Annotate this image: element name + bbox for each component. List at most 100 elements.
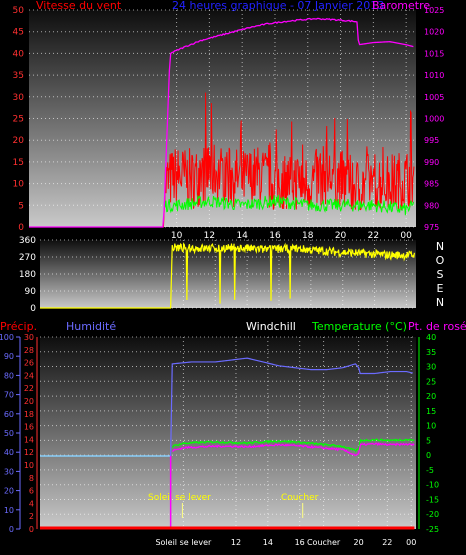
p1-right-tick: 995 bbox=[424, 136, 439, 145]
temp-tick: -25 bbox=[426, 525, 439, 534]
p3-x-tick: 14 bbox=[263, 538, 273, 547]
p1-x-tick: 14 bbox=[236, 231, 248, 241]
p1-right-tick: 990 bbox=[424, 158, 439, 167]
humidity-tick: 60 bbox=[4, 410, 14, 419]
p1-left-tick: 5 bbox=[18, 201, 24, 211]
temp-tick: 40 bbox=[426, 333, 436, 342]
p3-x-tick: 20 bbox=[354, 538, 364, 547]
temp-tick: 0 bbox=[426, 451, 431, 460]
precip-tick: 14 bbox=[24, 435, 34, 444]
p3-x-tick: 00 bbox=[406, 538, 416, 547]
temp-tick: -15 bbox=[426, 495, 439, 504]
temp-tick: -5 bbox=[426, 466, 434, 475]
barometer-line bbox=[29, 17, 414, 228]
p1-right-tick: 1020 bbox=[424, 28, 444, 37]
temp-tick: 5 bbox=[426, 436, 431, 445]
humidity-tick: 90 bbox=[4, 352, 14, 361]
precip-label: Précip. bbox=[0, 320, 37, 333]
p3-x-tick: 16 bbox=[295, 538, 305, 547]
p1-x-tick: 10 bbox=[171, 231, 183, 241]
precip-tick: 12 bbox=[24, 448, 34, 457]
precip-tick: 18 bbox=[24, 410, 34, 419]
p1-left-tick: 45 bbox=[13, 28, 24, 38]
compass-letter: S bbox=[437, 268, 444, 281]
dewpoint-label: Pt. de rosée bbox=[408, 320, 466, 333]
p3-x-tick: 22 bbox=[382, 538, 392, 547]
precip-tick: 4 bbox=[29, 499, 34, 508]
precip-tick: 10 bbox=[24, 461, 34, 470]
humidity-tick: 50 bbox=[4, 429, 14, 438]
humidity-tick: 80 bbox=[4, 371, 14, 380]
humidity-tick: 30 bbox=[4, 467, 14, 476]
barometer-label: Barometre bbox=[372, 0, 430, 12]
p1-left-tick: 0 bbox=[18, 223, 24, 233]
p1-right-tick: 1010 bbox=[424, 71, 444, 80]
p1-right-tick: 1005 bbox=[424, 93, 444, 102]
temp-tick: -20 bbox=[426, 510, 439, 519]
precip-tick: 2 bbox=[29, 512, 34, 521]
p1-right-tick: 1000 bbox=[424, 115, 444, 124]
p1-x-tick: 00 bbox=[400, 231, 412, 241]
wind-min-line bbox=[163, 194, 415, 216]
p1-x-tick: 12 bbox=[204, 231, 215, 241]
compass-letter: O bbox=[436, 254, 445, 267]
compass-letter: N bbox=[436, 240, 444, 253]
dewpoint-line bbox=[172, 442, 415, 457]
p1-right-tick: 1025 bbox=[424, 6, 444, 15]
windchill-label: Windchill bbox=[246, 320, 296, 333]
precip-tick: 6 bbox=[29, 487, 34, 496]
p1-right-tick: 1015 bbox=[424, 49, 444, 58]
temp-tick: 10 bbox=[426, 422, 436, 431]
humidity-label: Humidité bbox=[66, 320, 116, 333]
p2-y-tick: 90 bbox=[25, 287, 37, 297]
compass-letter: N bbox=[436, 296, 444, 309]
precip-tick: 0 bbox=[29, 525, 34, 534]
p1-left-tick: 15 bbox=[13, 158, 24, 168]
p1-left-tick: 40 bbox=[13, 49, 25, 59]
p1-left-tick: 50 bbox=[13, 6, 25, 16]
humidity-tick: 70 bbox=[4, 391, 14, 400]
wind-direction-line bbox=[40, 242, 416, 309]
precip-tick: 26 bbox=[24, 359, 34, 368]
p3-x-tick: Soleil se lever bbox=[155, 538, 212, 547]
p2-y-tick: 180 bbox=[19, 270, 36, 280]
humidity-tick: 10 bbox=[4, 506, 14, 515]
p1-left-tick: 35 bbox=[13, 71, 24, 81]
p2-y-tick: 0 bbox=[30, 304, 36, 314]
p1-x-tick: 16 bbox=[269, 231, 281, 241]
temp-tick: -10 bbox=[426, 481, 439, 490]
p1-left-tick: 30 bbox=[13, 93, 25, 103]
humidity-tick: 40 bbox=[4, 448, 14, 457]
p1-left-tick: 10 bbox=[13, 180, 25, 190]
precip-tick: 22 bbox=[24, 384, 34, 393]
temp-tick: 15 bbox=[426, 407, 436, 416]
humidity-line bbox=[170, 357, 413, 457]
precip-tick: 8 bbox=[29, 474, 34, 483]
p1-x-tick: 18 bbox=[302, 231, 314, 241]
p1-right-tick: 980 bbox=[424, 201, 439, 210]
precip-tick: 20 bbox=[24, 397, 34, 406]
temp-tick: 30 bbox=[426, 363, 436, 372]
p1-right-tick: 985 bbox=[424, 180, 439, 189]
precip-tick: 16 bbox=[24, 423, 34, 432]
compass-letter: E bbox=[437, 282, 444, 295]
p3-x-tick: Coucher bbox=[307, 538, 341, 547]
temperature-label: Temperature (°C) bbox=[311, 320, 407, 333]
humidity-tick: 0 bbox=[9, 525, 14, 534]
sunset-annotation: Coucher bbox=[281, 493, 319, 503]
p2-y-tick: 360 bbox=[19, 236, 36, 246]
wind-speed-label: Vitesse du vent bbox=[36, 0, 122, 12]
p1-x-tick: 22 bbox=[368, 231, 379, 241]
p1-x-tick: 20 bbox=[335, 231, 347, 241]
precip-tick: 24 bbox=[24, 371, 34, 380]
temp-tick: 25 bbox=[426, 377, 436, 386]
temp-tick: 35 bbox=[426, 348, 436, 357]
temperature-line bbox=[172, 438, 415, 453]
p2-y-tick: 270 bbox=[19, 253, 36, 263]
precip-tick: 30 bbox=[24, 333, 34, 342]
wind-speed-line bbox=[29, 92, 415, 228]
temp-tick: 20 bbox=[426, 392, 436, 401]
p3-x-tick: 12 bbox=[231, 538, 241, 547]
chart-title: 24 heures graphique - 07 Janvier 2013 bbox=[172, 0, 384, 12]
